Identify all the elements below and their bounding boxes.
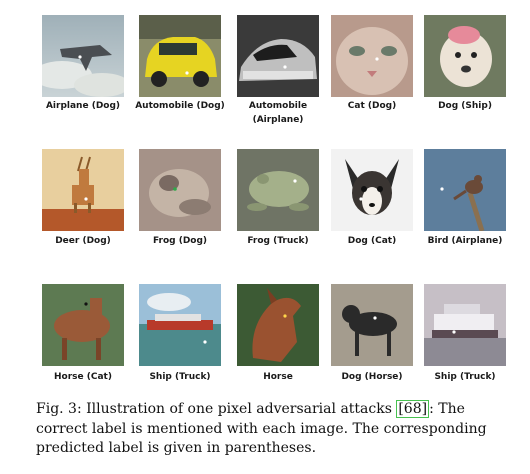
label-row1-col1: Airplane (Dog) bbox=[45, 101, 121, 111]
caption-suffix: : The correct label is mentioned with ea… bbox=[36, 401, 487, 456]
citation-link[interactable]: [68] bbox=[396, 400, 430, 418]
label-row2-col2: Frog (Dog) bbox=[152, 236, 208, 246]
label-row2-col5: Bird (Airplane) bbox=[427, 236, 503, 246]
label-row1-col5: Dog (Ship) bbox=[438, 101, 492, 111]
label-row3-col3: Horse bbox=[263, 372, 293, 382]
image-cat-face bbox=[331, 15, 413, 97]
image-horse-brown bbox=[42, 284, 124, 366]
image-ship-gray bbox=[424, 284, 506, 366]
caption-prefix: Fig. 3: Illustration of one pixel advers… bbox=[36, 401, 397, 417]
label-row3-col1: Horse (Cat) bbox=[54, 372, 112, 382]
label-row1-col4: Cat (Dog) bbox=[347, 101, 397, 111]
label-row3-col5: Ship (Truck) bbox=[434, 372, 496, 382]
image-airplane bbox=[42, 15, 124, 97]
label-row2-col4: Dog (Cat) bbox=[347, 236, 397, 246]
figure-caption: Fig. 3: Illustration of one pixel advers… bbox=[36, 400, 512, 459]
label-row1-col3: Automobile (Airplane) bbox=[248, 101, 308, 125]
image-car-grayscale bbox=[237, 15, 319, 97]
image-horse-head bbox=[237, 284, 319, 366]
label-row2-col1: Deer (Dog) bbox=[55, 236, 111, 246]
label-row3-col2: Ship (Truck) bbox=[149, 372, 211, 382]
label-row2-col3: Frog (Truck) bbox=[247, 236, 309, 246]
image-dog-white bbox=[424, 15, 506, 97]
label-row1-col2: Automobile (Dog) bbox=[135, 101, 225, 111]
image-deer bbox=[42, 149, 124, 231]
image-chihuahua bbox=[331, 149, 413, 231]
image-bird-on-branch bbox=[424, 149, 506, 231]
image-dog-standing bbox=[331, 284, 413, 366]
image-frog-green bbox=[237, 149, 319, 231]
label-row3-col4: Dog (Horse) bbox=[341, 372, 403, 382]
image-frog-blurry bbox=[139, 149, 221, 231]
image-ship-sea bbox=[139, 284, 221, 366]
image-yellow-taxi bbox=[139, 15, 221, 97]
